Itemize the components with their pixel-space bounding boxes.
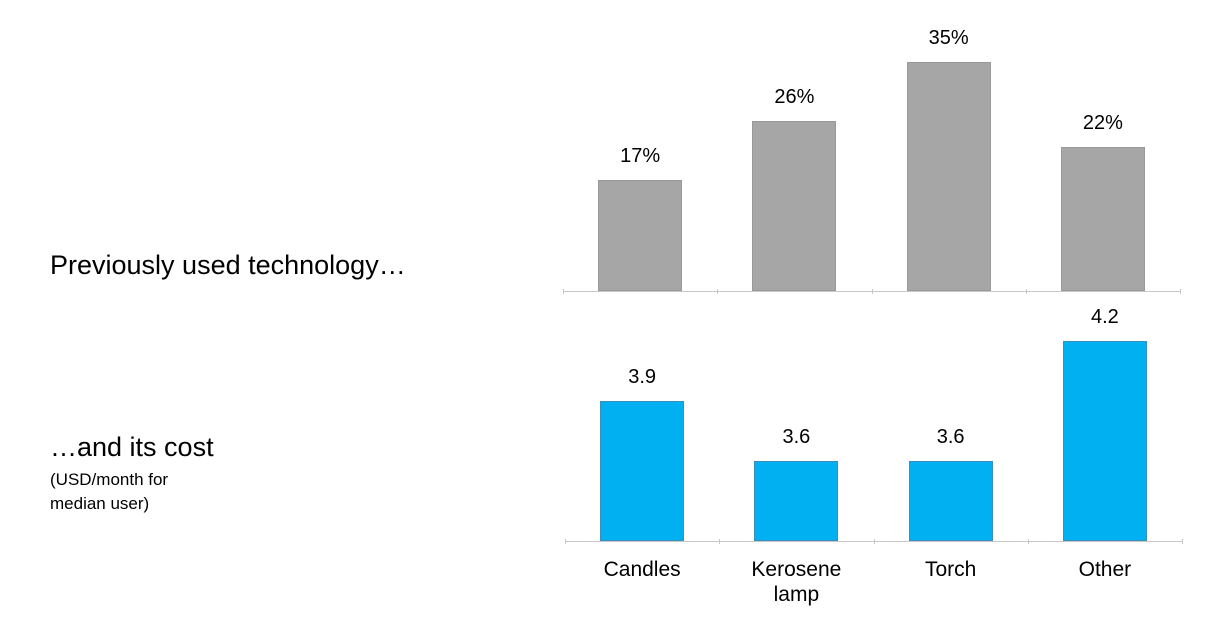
value-label: 26% xyxy=(774,85,815,108)
bar xyxy=(1062,341,1147,541)
value-label: 35% xyxy=(928,26,969,49)
chart-title: …and its cost xyxy=(50,432,214,462)
bar xyxy=(754,461,839,541)
axis-tick xyxy=(1180,289,1181,294)
bar xyxy=(906,61,991,291)
x-tick-label: Other xyxy=(1078,558,1132,581)
chart-title: Previously used technology… xyxy=(50,250,406,280)
axis-tick xyxy=(565,539,566,544)
x-tick-label: Kerosene lamp xyxy=(751,558,842,606)
bar xyxy=(752,120,837,291)
bar xyxy=(1060,146,1145,291)
axis-tick xyxy=(1182,539,1183,544)
axis-tick xyxy=(873,539,875,544)
bar xyxy=(908,461,993,541)
x-tick-label: Candles xyxy=(603,558,681,581)
value-label: 3.6 xyxy=(782,426,811,448)
value-label: 17% xyxy=(620,144,661,167)
axis-tick xyxy=(871,289,873,294)
value-label: 3.6 xyxy=(936,426,965,448)
value-label: 4.2 xyxy=(1090,306,1119,328)
axis-tick xyxy=(1025,289,1027,294)
value-label: 3.9 xyxy=(628,366,657,388)
x-tick-label: Torch xyxy=(924,558,977,581)
axis-tick xyxy=(717,289,719,294)
axis-tick xyxy=(1027,539,1029,544)
bar xyxy=(598,179,683,291)
axis-tick xyxy=(563,289,564,294)
chart-subtitle: (USD/month for median user) xyxy=(50,470,169,513)
bar xyxy=(600,401,685,541)
value-label: 22% xyxy=(1082,111,1123,134)
axis-tick xyxy=(719,539,721,544)
